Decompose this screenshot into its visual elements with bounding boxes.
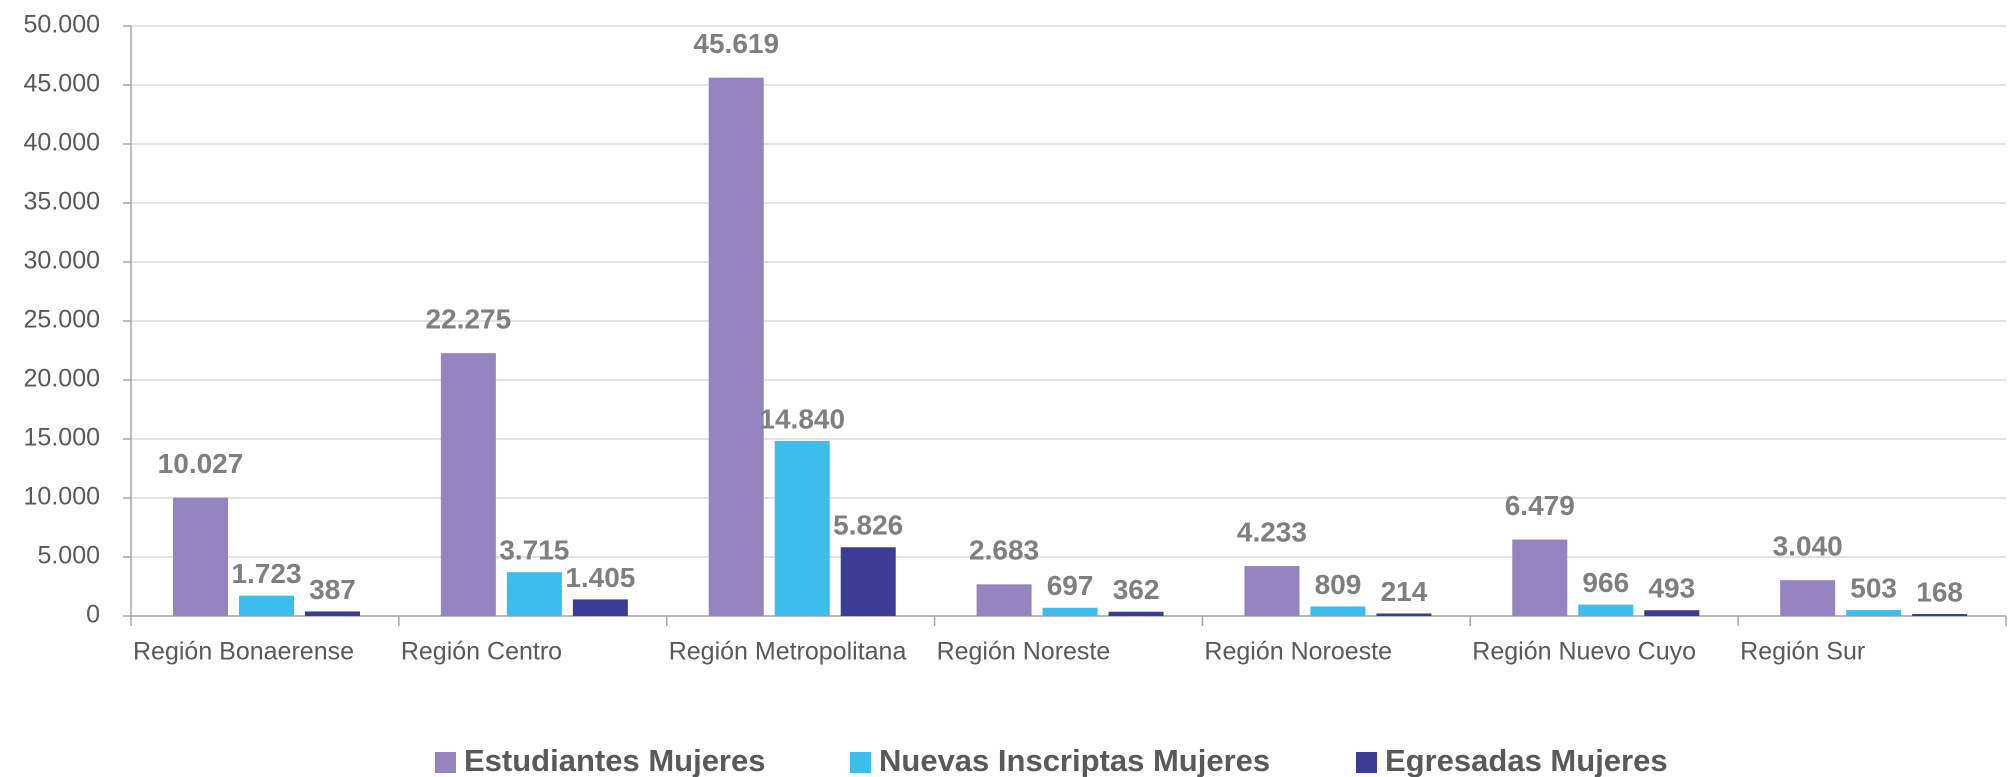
bar [1310,606,1366,616]
bar [1644,610,1700,616]
bar [1912,614,1968,616]
bar [1376,613,1432,616]
data-label: 14.840 [759,403,845,434]
data-label: 2.683 [969,535,1039,566]
x-tick-label: Región Centro [401,638,562,666]
bar [440,353,496,616]
x-tick-label: Región Sur [1740,638,1865,666]
bar [1578,604,1634,616]
data-label: 966 [1582,567,1629,598]
bar [1846,610,1902,616]
bar [173,497,228,616]
y-tick-label: 35.000 [24,188,100,216]
y-tick-label: 10.000 [24,483,100,511]
bar [976,584,1032,616]
bar [1042,607,1098,616]
legend-label: Egresadas Mujeres [1385,743,1668,777]
y-tick-label: 15.000 [24,424,100,452]
bar [774,440,830,616]
legend-label: Estudiantes Mujeres [464,743,765,777]
x-tick-label: Región Metropolitana [669,638,907,666]
data-label: 809 [1315,569,1362,600]
bar [1108,611,1164,616]
x-tick-label: Región Noroeste [1204,638,1392,666]
legend-label: Nuevas Inscriptas Mujeres [879,743,1270,777]
data-label: 22.275 [426,304,512,335]
data-label: 503 [1850,572,1897,603]
data-label: 362 [1113,574,1160,605]
legend-swatch [435,752,456,773]
y-tick-label: 40.000 [24,129,100,157]
bar [840,547,896,616]
data-label: 1.723 [231,558,301,589]
bar [1512,539,1568,616]
y-tick-label: 5.000 [37,542,100,570]
y-tick-label: 30.000 [24,247,100,275]
y-tick-label: 20.000 [24,365,100,393]
x-tick-label: Región Nuevo Cuyo [1472,638,1696,666]
data-label: 4.233 [1237,516,1307,547]
data-label: 45.619 [693,28,779,59]
bar [572,599,628,616]
data-label: 6.479 [1505,490,1575,521]
data-label: 5.826 [833,510,903,541]
data-label: 493 [1648,573,1695,604]
data-label: 697 [1047,570,1094,601]
legend-swatch [850,752,871,773]
bar [1780,580,1836,616]
data-label: 10.027 [158,448,244,479]
legend-swatch [1356,752,1377,773]
bar [1244,566,1300,616]
x-tick-label: Región Noreste [937,638,1111,666]
data-label: 1.405 [565,562,635,593]
x-tick-label: Región Bonaerense [133,638,354,666]
y-tick-label: 0 [86,601,100,629]
data-label: 387 [309,574,356,605]
y-tick-label: 45.000 [24,70,100,98]
y-tick-label: 25.000 [24,306,100,334]
y-tick-label: 50.000 [24,11,100,39]
data-label: 168 [1916,576,1963,607]
bar [506,572,562,616]
bar [708,77,764,616]
bar [305,611,360,616]
data-label: 214 [1381,576,1428,607]
data-label: 3.715 [499,535,569,566]
bar [239,595,294,616]
data-label: 3.040 [1773,531,1843,562]
